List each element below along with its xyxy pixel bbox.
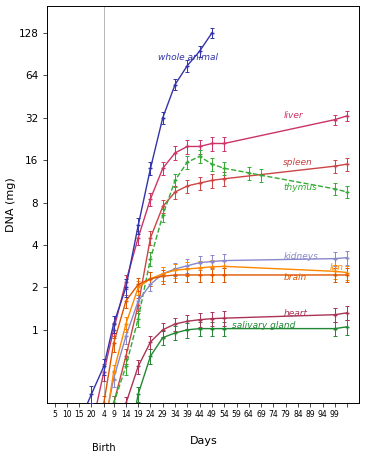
Text: spleen: spleen	[283, 158, 313, 167]
Text: Birth: Birth	[92, 443, 116, 453]
Text: lun: lun	[330, 263, 344, 272]
Text: liver: liver	[283, 111, 303, 120]
Text: heart: heart	[283, 309, 307, 318]
Text: salivary gland: salivary gland	[232, 321, 295, 330]
Text: brain: brain	[283, 273, 307, 282]
Text: thymus: thymus	[283, 183, 317, 192]
X-axis label: Days: Days	[189, 436, 217, 446]
Text: whole animal: whole animal	[158, 54, 218, 62]
Y-axis label: DNA (mg): DNA (mg)	[5, 177, 16, 232]
Text: kidneys: kidneys	[283, 252, 318, 261]
